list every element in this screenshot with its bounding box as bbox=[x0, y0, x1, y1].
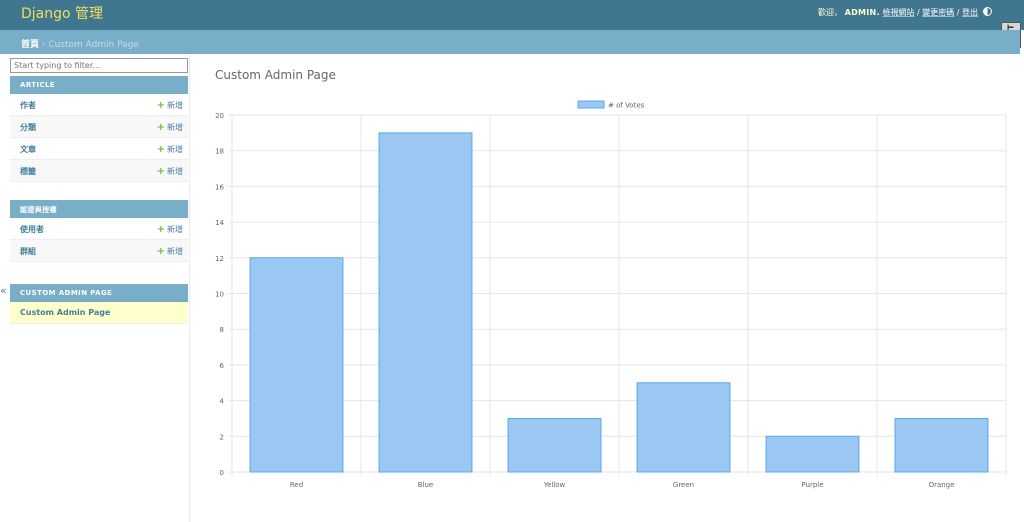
collapse-sidebar-button[interactable]: « bbox=[0, 284, 7, 297]
bar-red[interactable] bbox=[249, 257, 344, 473]
module-article: ARTICLE 作者 + 新增 分類 + 新增 文章 + 新增 標籤 + 新增 bbox=[10, 76, 188, 182]
add-label[interactable]: 新增 bbox=[167, 101, 183, 110]
y-tick-label: 14 bbox=[215, 219, 224, 227]
y-tick-label: 2 bbox=[220, 433, 224, 441]
x-tick-label: Orange bbox=[929, 481, 955, 489]
module-custom-admin: CUSTOM ADMIN PAGE Custom Admin Page bbox=[10, 284, 188, 324]
theme-toggle-icon[interactable] bbox=[983, 7, 992, 16]
nav-filter-input[interactable] bbox=[10, 58, 188, 73]
add-label[interactable]: 新增 bbox=[167, 225, 183, 234]
view-site-link[interactable]: 檢視網站 bbox=[882, 8, 915, 17]
sidebar-item-label[interactable]: 標籤 bbox=[20, 167, 36, 176]
y-tick-label: 4 bbox=[220, 398, 225, 406]
add-button[interactable]: + 新增 bbox=[157, 166, 183, 177]
plus-icon: + bbox=[156, 246, 165, 257]
bar-purple[interactable] bbox=[765, 435, 860, 473]
logout-link[interactable]: 登出 bbox=[962, 8, 978, 17]
bar-blue[interactable] bbox=[378, 132, 473, 473]
module-caption[interactable]: ARTICLE bbox=[10, 76, 188, 94]
separator: / bbox=[914, 8, 923, 17]
breadcrumb-current: Custom Admin Page bbox=[48, 40, 140, 50]
add-button[interactable]: + 新增 bbox=[157, 224, 183, 235]
add-button[interactable]: + 新增 bbox=[157, 100, 183, 111]
sidebar-item-article[interactable]: 文章 + 新增 bbox=[10, 138, 188, 160]
welcome-text: 歡迎， bbox=[818, 8, 843, 17]
breadcrumb-home[interactable]: 首頁 bbox=[21, 40, 40, 50]
sidebar-item-label[interactable]: 群組 bbox=[20, 247, 36, 256]
sidebar-item-category[interactable]: 分類 + 新增 bbox=[10, 116, 188, 138]
sidebar-item-label[interactable]: 作者 bbox=[20, 101, 36, 110]
bar-yellow[interactable] bbox=[507, 417, 602, 473]
module-caption[interactable]: CUSTOM ADMIN PAGE bbox=[10, 284, 188, 302]
legend-label[interactable]: # of Votes bbox=[608, 102, 645, 110]
plus-icon: + bbox=[156, 122, 165, 133]
nav-sidebar: ARTICLE 作者+新增 分類+新增 文章+新增 標籤+新增 認證與授權 使用… bbox=[0, 54, 190, 522]
page-title: Custom Admin Page bbox=[215, 68, 336, 82]
x-tick-label: Purple bbox=[801, 481, 823, 489]
plus-icon: + bbox=[156, 144, 165, 155]
y-tick-label: 12 bbox=[215, 255, 224, 263]
bar-orange[interactable] bbox=[894, 417, 989, 473]
module-auth: 認證與授權 使用者 + 新增 群組 + 新增 bbox=[10, 200, 188, 262]
separator: / bbox=[954, 8, 962, 17]
change-password-link[interactable]: 變更密碼 bbox=[922, 8, 955, 17]
y-tick-label: 18 bbox=[215, 148, 224, 156]
add-label[interactable]: 新增 bbox=[167, 247, 183, 256]
y-tick-label: 6 bbox=[220, 362, 225, 370]
breadcrumb-separator: › bbox=[39, 40, 49, 50]
sidebar-item-users[interactable]: 使用者 + 新增 bbox=[10, 218, 188, 240]
add-label[interactable]: 新增 bbox=[167, 123, 183, 132]
sidebar-item-label[interactable]: 使用者 bbox=[20, 225, 44, 234]
sidebar-item-groups[interactable]: 群組 + 新增 bbox=[10, 240, 188, 262]
plus-icon: + bbox=[156, 166, 165, 177]
legend-swatch[interactable] bbox=[577, 100, 605, 109]
add-button[interactable]: + 新增 bbox=[157, 246, 183, 257]
x-tick-label: Yellow bbox=[543, 481, 566, 489]
breadcrumb: 首頁 › Custom Admin Page bbox=[0, 30, 1020, 54]
add-button[interactable]: + 新增 bbox=[157, 144, 183, 155]
sidebar-item-label[interactable]: Custom Admin Page bbox=[20, 308, 111, 317]
plus-icon: + bbox=[156, 100, 165, 111]
x-tick-label: Red bbox=[290, 481, 303, 489]
add-label[interactable]: 新增 bbox=[167, 167, 183, 176]
y-tick-label: 10 bbox=[215, 291, 224, 299]
sidebar-item-custom-admin-page[interactable]: Custom Admin Page bbox=[10, 302, 188, 324]
sidebar-item-label[interactable]: 文章 bbox=[20, 145, 36, 154]
y-tick-label: 8 bbox=[220, 326, 224, 334]
header-bar: Django 管理 歡迎， ADMIN. 檢視網站 / 變更密碼 / 登出 bbox=[0, 0, 1024, 30]
plus-icon: + bbox=[156, 224, 165, 235]
y-tick-label: 20 bbox=[215, 112, 224, 120]
y-tick-label: 0 bbox=[220, 469, 224, 477]
x-tick-label: Blue bbox=[418, 481, 434, 489]
module-caption[interactable]: 認證與授權 bbox=[10, 200, 188, 218]
user-tools: 歡迎， ADMIN. 檢視網站 / 變更密碼 / 登出 bbox=[818, 7, 978, 18]
site-brand[interactable]: Django 管理 bbox=[21, 6, 104, 22]
sidebar-item-author[interactable]: 作者 + 新增 bbox=[10, 94, 188, 116]
username: ADMIN. bbox=[844, 8, 880, 17]
y-tick-label: 16 bbox=[215, 183, 224, 191]
bar-green[interactable] bbox=[636, 382, 731, 473]
add-button[interactable]: + 新增 bbox=[157, 122, 183, 133]
sidebar-item-label[interactable]: 分類 bbox=[20, 123, 36, 132]
sidebar-item-tag[interactable]: 標籤 + 新增 bbox=[10, 160, 188, 182]
x-tick-label: Green bbox=[673, 481, 694, 489]
add-label[interactable]: 新增 bbox=[167, 145, 183, 154]
